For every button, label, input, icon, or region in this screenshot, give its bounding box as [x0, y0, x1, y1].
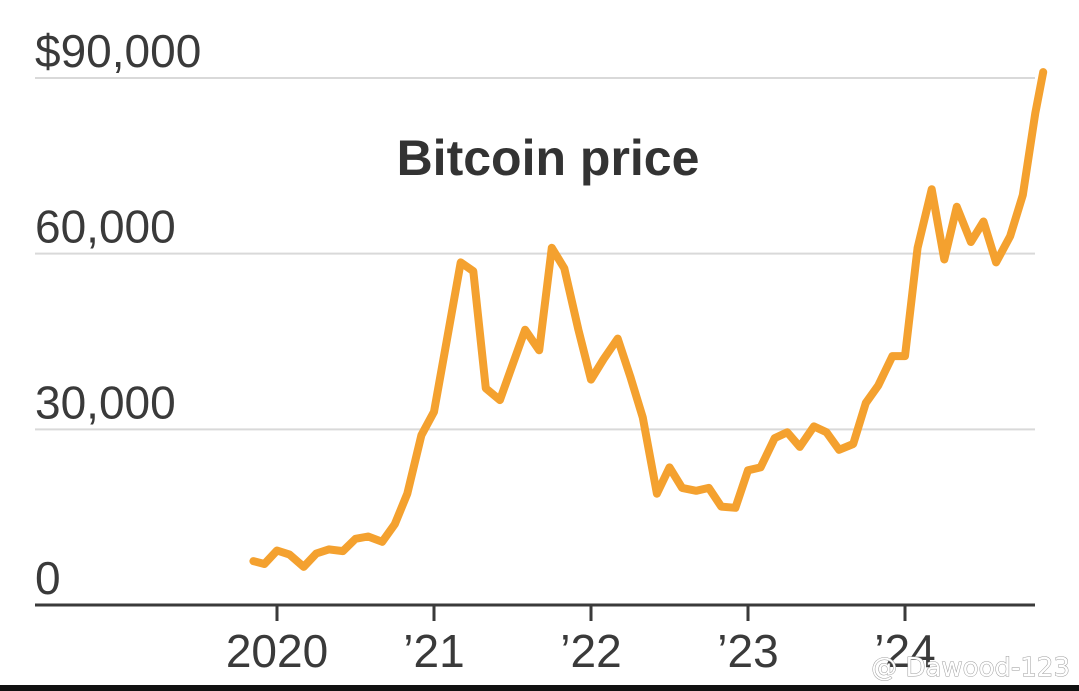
y-tick-label: 0 — [35, 552, 61, 604]
x-tick-label: ’21 — [403, 625, 464, 677]
x-tick-label: ’23 — [717, 625, 778, 677]
x-tick-label: 2020 — [226, 625, 328, 677]
y-tick-label: 60,000 — [35, 201, 176, 253]
y-tick-label: $90,000 — [35, 25, 201, 77]
watermark-text: @ Dawood-123 — [871, 653, 1070, 683]
x-tick-label: ’22 — [560, 625, 621, 677]
gridlines — [35, 77, 1035, 431]
bitcoin-price-line — [249, 68, 1048, 571]
y-tick-label: 30,000 — [35, 376, 176, 428]
x-axis: 2020 ’21 ’22 ’23 ’24 — [35, 603, 1035, 677]
x-tick-label: ’24 — [874, 625, 935, 677]
chart-title: Bitcoin price — [397, 130, 700, 186]
bottom-bar — [0, 685, 1079, 691]
y-axis-tick-labels: 0 30,000 60,000 $90,000 — [35, 25, 201, 604]
